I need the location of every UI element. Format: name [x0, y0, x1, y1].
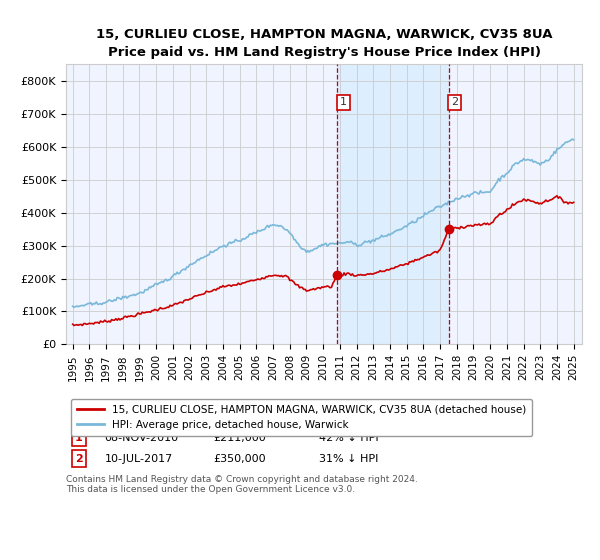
Text: £350,000: £350,000: [213, 454, 266, 464]
Text: Contains HM Land Registry data © Crown copyright and database right 2024.
This d: Contains HM Land Registry data © Crown c…: [66, 475, 418, 494]
Text: 2: 2: [75, 454, 83, 464]
Text: 08-NOV-2010: 08-NOV-2010: [104, 432, 179, 442]
Text: 1: 1: [75, 432, 83, 442]
Legend: 15, CURLIEU CLOSE, HAMPTON MAGNA, WARWICK, CV35 8UA (detached house), HPI: Avera: 15, CURLIEU CLOSE, HAMPTON MAGNA, WARWIC…: [71, 399, 532, 436]
Text: 31% ↓ HPI: 31% ↓ HPI: [319, 454, 378, 464]
Text: £211,000: £211,000: [213, 432, 266, 442]
Text: 42% ↓ HPI: 42% ↓ HPI: [319, 432, 379, 442]
Text: 2: 2: [451, 97, 458, 108]
Text: 10-JUL-2017: 10-JUL-2017: [104, 454, 173, 464]
Bar: [337, 64, 449, 344]
Text: 1: 1: [340, 97, 347, 108]
Title: 15, CURLIEU CLOSE, HAMPTON MAGNA, WARWICK, CV35 8UA
Price paid vs. HM Land Regis: 15, CURLIEU CLOSE, HAMPTON MAGNA, WARWIC…: [96, 28, 552, 59]
